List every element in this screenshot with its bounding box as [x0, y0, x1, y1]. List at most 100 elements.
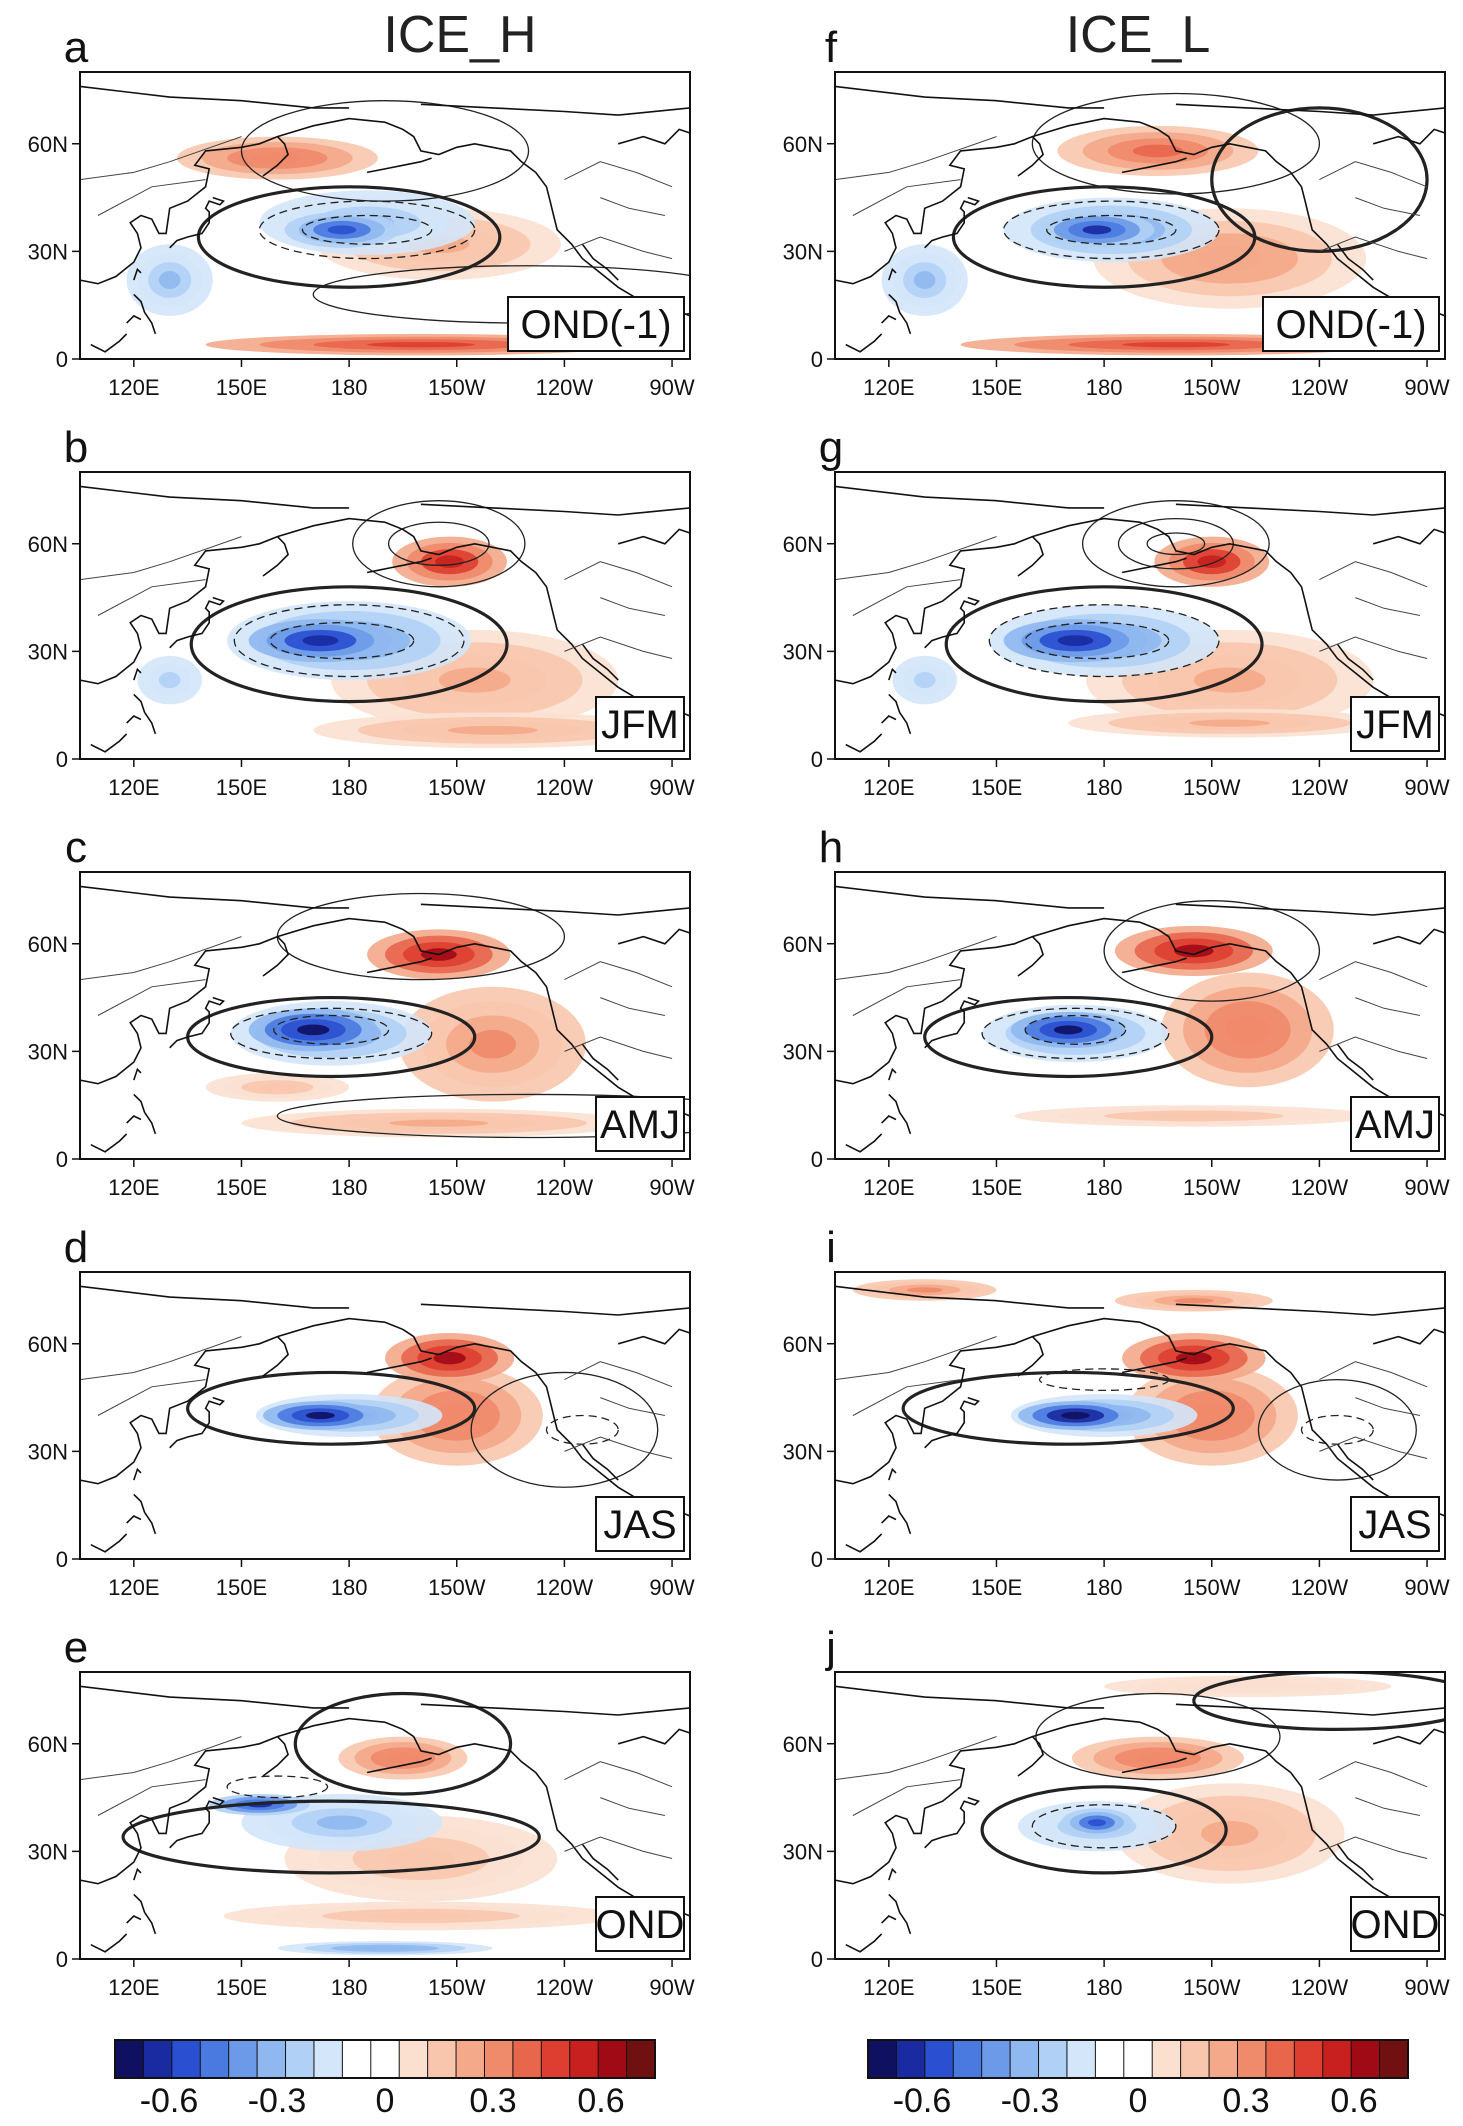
lat-tick-label: 60N [783, 1332, 823, 1357]
colorbar-swatch [427, 2039, 458, 2079]
contour-line [1031, 92, 1321, 195]
coastline [169, 196, 225, 249]
colorbar-swatch [1123, 2039, 1154, 2079]
contour-line [1002, 200, 1220, 260]
coastline [90, 333, 128, 353]
colorbar-tick-label: -0.3 [248, 2082, 307, 2120]
panel-i: i 120E 150E 180 150W 120W 90W 0 30N 60N JAS [783, 1223, 1450, 1600]
land-boundary [1319, 561, 1428, 588]
coastline [90, 1533, 128, 1553]
map-frame [79, 871, 691, 1160]
coastline [126, 1915, 142, 1924]
coastline [169, 1396, 225, 1449]
contour-line [1192, 1672, 1445, 1731]
lat-tick-label: 0 [56, 747, 68, 772]
coastline [581, 1443, 619, 1481]
lon-tick-label: 90W [649, 375, 694, 400]
coastline [420, 503, 690, 516]
lon-tick-label: 120W [1291, 1575, 1349, 1600]
lon-tick-label: 120E [863, 1175, 914, 1200]
panel-letter-f: f [825, 23, 838, 72]
coastline [1175, 903, 1445, 916]
contour-line [258, 200, 476, 260]
lon-tick-label: 180 [331, 1575, 368, 1600]
coastline [90, 1933, 128, 1953]
colorbar-left: -0.6 -0.3 0 0.3 0.6 [114, 2039, 656, 2120]
season-label-box [1350, 696, 1440, 752]
colorbar-tick-label: -0.6 [140, 2082, 199, 2120]
season-label-e: OND [596, 1903, 685, 1947]
coastline [1372, 928, 1445, 945]
coastline [366, 1757, 432, 1774]
lon-tick-label: 150E [216, 1175, 267, 1200]
coastline [366, 557, 432, 574]
panel-letter-j: j [824, 1623, 836, 1672]
colorbar-swatch [455, 2039, 486, 2079]
contour-line [273, 1014, 390, 1045]
land-boundary [80, 936, 242, 981]
lon-tick-label: 150E [971, 1175, 1022, 1200]
land-boundary [600, 1797, 665, 1816]
lon-tick-label: 150E [971, 375, 1022, 400]
land-boundary [564, 961, 673, 988]
lon-tick-label: 150E [216, 1975, 267, 2000]
season-label-box [1262, 296, 1440, 352]
coastline [1336, 1843, 1374, 1881]
anomaly-shading [435, 555, 464, 568]
coastline [888, 1093, 912, 1135]
coastline [1139, 921, 1292, 974]
coastline [1372, 128, 1445, 145]
coastline [1336, 643, 1374, 681]
anomaly-shading [1189, 719, 1271, 727]
colorbar-right: -0.6 -0.3 0 0.3 0.6 [867, 2039, 1410, 2120]
colorbar-tick-label: 0.3 [1222, 2082, 1269, 2120]
coastline [581, 243, 619, 281]
anomaly-shading [913, 271, 936, 290]
coastline [617, 1328, 690, 1345]
colorbar-swatch [1293, 2039, 1324, 2079]
contour-line [1024, 1014, 1127, 1045]
season-label-g: JFM [1356, 703, 1434, 747]
lon-tick-label: 120E [863, 1575, 914, 1600]
lon-tick-label: 180 [1086, 775, 1123, 800]
coastline [1372, 1728, 1445, 1745]
lat-tick-label: 0 [56, 1947, 68, 1972]
land-boundary [852, 979, 961, 1016]
lon-tick-label: 90W [1404, 1575, 1449, 1600]
season-label-c: AMJ [600, 1103, 680, 1147]
coastline [133, 293, 157, 335]
lat-tick-label: 30N [783, 1039, 823, 1064]
colorbar-swatch [341, 2039, 372, 2079]
lon-tick-label: 120E [863, 775, 914, 800]
anomaly-shading [1082, 225, 1112, 235]
lon-tick-label: 120W [536, 1575, 594, 1600]
land-boundary [564, 561, 673, 588]
coastline [133, 1067, 142, 1081]
coastline [1336, 1443, 1374, 1481]
coastline [1121, 157, 1187, 174]
contour-line [981, 1007, 1170, 1060]
colorbar-swatch [1379, 2039, 1410, 2079]
coastline [420, 103, 690, 116]
map-frame [79, 1671, 691, 1960]
land-boundary [1355, 1797, 1420, 1816]
coastline [845, 333, 883, 353]
coastline [133, 693, 157, 735]
coastline [1017, 1736, 1045, 1777]
coastline [366, 1357, 432, 1374]
land-boundary [835, 136, 997, 181]
anomaly-shading [386, 1752, 420, 1764]
contour-line [186, 1370, 477, 1446]
lon-tick-label: 150W [428, 1575, 486, 1600]
panel-letter-a: a [64, 23, 89, 72]
anomaly-shading [1211, 1683, 1284, 1690]
anomaly-shading [259, 1083, 296, 1091]
anomaly-shading [327, 225, 357, 235]
coastline [924, 596, 980, 649]
lon-tick-label: 120E [108, 1175, 159, 1200]
lon-tick-label: 90W [649, 1575, 694, 1600]
colorbar-tick-label: -0.6 [893, 2082, 952, 2120]
colorbar-swatch [256, 2039, 287, 2079]
lon-tick-label: 150E [216, 775, 267, 800]
colorbar-swatch [1038, 2039, 1068, 2079]
